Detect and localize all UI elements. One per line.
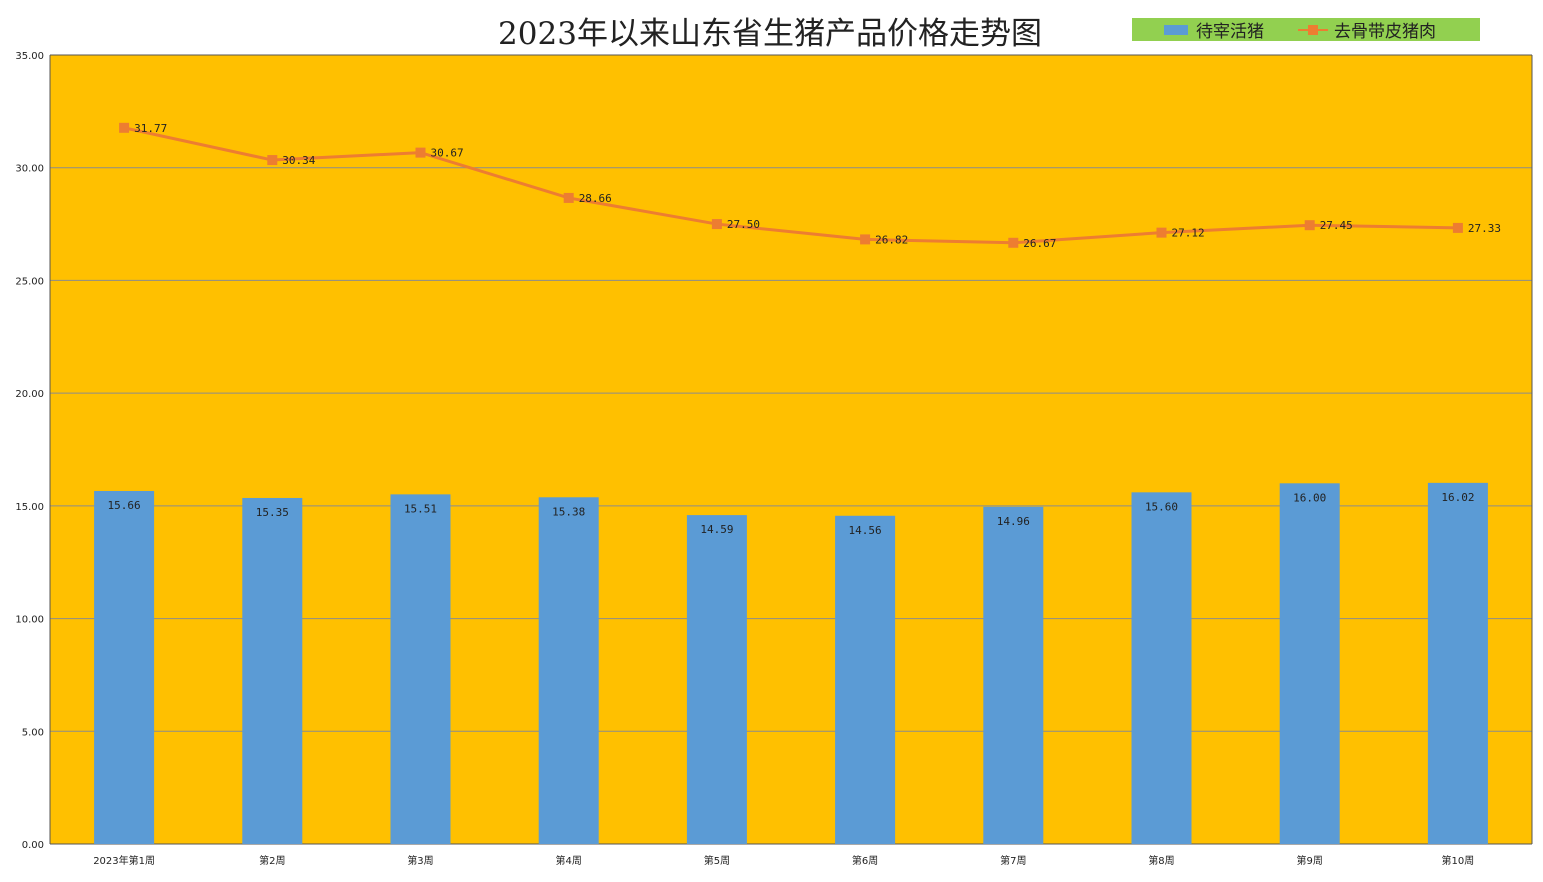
y-tick-label: 10.00	[15, 615, 44, 626]
line-data-label: 28.66	[579, 192, 612, 205]
bar	[94, 490, 155, 844]
bar-data-label: 15.35	[256, 506, 289, 519]
bar-data-label: 15.66	[108, 499, 141, 512]
legend-label-bar-series: 待宰活猪	[1196, 22, 1264, 42]
chart-title: 2023年以来山东省生猪产品价格走势图	[498, 16, 1042, 52]
legend-swatch-bar	[1164, 24, 1188, 35]
line-data-label: 30.34	[282, 154, 315, 167]
line-point	[711, 219, 722, 230]
x-tick-label: 第10周	[1442, 854, 1475, 867]
x-tick-label: 第5周	[704, 854, 730, 867]
bar	[390, 494, 451, 844]
bar-data-label: 15.38	[552, 505, 585, 518]
y-tick-label: 30.00	[15, 164, 44, 175]
bar-data-label: 14.96	[997, 515, 1030, 528]
line-data-label: 30.67	[431, 147, 464, 160]
y-tick-label: 0.00	[22, 840, 44, 851]
y-tick-label: 35.00	[15, 51, 44, 62]
line-series-path	[123, 126, 1458, 245]
y-tick-label: 25.00	[15, 276, 44, 287]
y-tick-label: 20.00	[15, 389, 44, 400]
line-point	[1008, 237, 1019, 248]
line-point	[1156, 227, 1167, 238]
bar	[686, 515, 747, 844]
x-tick-label: 第4周	[556, 854, 582, 867]
line-point	[415, 147, 426, 158]
legend-label-line-series: 去骨带皮猪肉	[1334, 22, 1436, 42]
bar-data-label: 14.59	[700, 523, 733, 536]
bar	[835, 515, 896, 844]
bar-data-label: 15.60	[1145, 500, 1178, 513]
legend-item-bar-series: 待宰活猪	[1164, 17, 1264, 42]
line-data-label: 27.12	[1172, 227, 1205, 240]
line-point	[860, 234, 871, 245]
x-tick-label: 第2周	[259, 854, 285, 867]
bar	[1279, 483, 1340, 844]
y-tick-label: 15.00	[15, 502, 44, 513]
line-data-label: 26.67	[1023, 237, 1056, 250]
x-tick-label: 第9周	[1297, 854, 1323, 867]
x-tick-label: 2023年第1周	[93, 854, 155, 867]
legend-item-line-series: 去骨带皮猪肉	[1298, 17, 1436, 42]
bar	[1131, 492, 1192, 844]
bar	[983, 506, 1044, 844]
bar-data-label: 15.51	[404, 502, 437, 515]
line-data-label: 27.45	[1320, 219, 1353, 232]
line-data-label: 27.33	[1468, 222, 1501, 235]
x-tick-label: 第7周	[1000, 854, 1026, 867]
x-tick-label: 第6周	[852, 854, 878, 867]
bar-data-label: 16.00	[1293, 491, 1326, 504]
line-data-label: 31.77	[134, 122, 167, 135]
line-data-label: 26.82	[875, 233, 908, 246]
line-data-label: 27.50	[727, 218, 760, 231]
bar-data-label: 14.56	[849, 524, 882, 537]
bar-data-label: 16.02	[1441, 491, 1474, 504]
legend: 待宰活猪 去骨带皮猪肉	[1132, 17, 1480, 42]
x-tick-label: 第3周	[407, 854, 433, 867]
bar	[538, 497, 599, 844]
line-point	[119, 122, 130, 133]
bar	[1427, 482, 1488, 844]
y-tick-label: 5.00	[22, 727, 44, 738]
legend-swatch-line	[1298, 24, 1328, 35]
x-tick-label: 第8周	[1148, 854, 1174, 867]
line-point	[267, 155, 278, 166]
line-point	[1304, 220, 1315, 231]
line-point	[1452, 222, 1463, 233]
line-point	[563, 192, 574, 203]
bar	[242, 497, 303, 844]
